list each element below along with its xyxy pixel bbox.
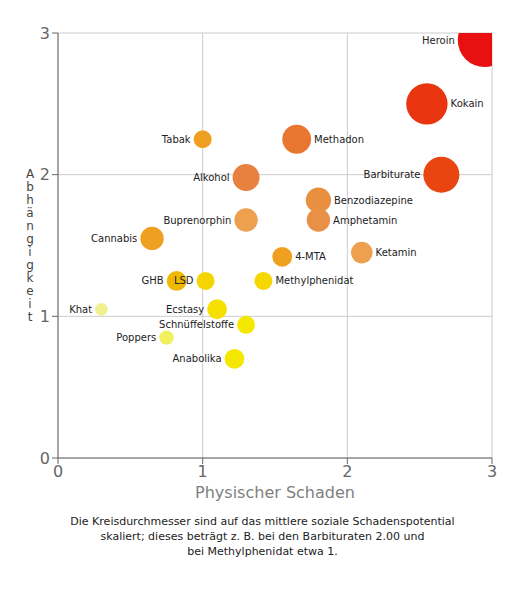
- svg-text:Methylphenidat: Methylphenidat: [275, 275, 353, 286]
- svg-text:4-MTA: 4-MTA: [295, 251, 326, 262]
- svg-text:Abhängigkeit: Abhängigkeit: [26, 167, 35, 324]
- svg-text:0: 0: [53, 462, 63, 481]
- svg-text:Buprenorphin: Buprenorphin: [163, 215, 231, 226]
- svg-text:2: 2: [40, 165, 50, 184]
- html-text:Die Kreisdurchmesser sind auf: Die Kreisdurchmesser sind auf das mittle…: [70, 515, 455, 558]
- svg-text:Kokain: Kokain: [451, 98, 484, 109]
- svg-text:2: 2: [342, 462, 352, 481]
- svg-text:Barbiturate: Barbiturate: [364, 169, 421, 180]
- svg-text:GHB: GHB: [142, 275, 164, 286]
- svg-text:Methadon: Methadon: [314, 134, 364, 145]
- svg-text:Poppers: Poppers: [116, 332, 156, 343]
- svg-text:Benzodiazepine: Benzodiazepine: [334, 195, 413, 206]
- svg-text:Amphetamin: Amphetamin: [333, 215, 397, 226]
- svg-text:Tabak: Tabak: [161, 134, 191, 145]
- svg-text:Ecstasy: Ecstasy: [166, 304, 204, 315]
- svg-text:Heroin: Heroin: [422, 35, 455, 46]
- svg-text:Physischer Schaden: Physischer Schaden: [195, 483, 355, 502]
- svg-text:Cannabis: Cannabis: [91, 233, 137, 244]
- svg-text:0: 0: [40, 449, 50, 468]
- svg-text:Schnüffelstoffe: Schnüffelstoffe: [159, 319, 234, 330]
- svg-text:Anabolika: Anabolika: [173, 353, 222, 364]
- svg-text:Khat: Khat: [69, 304, 92, 315]
- svg-text:3: 3: [40, 24, 50, 43]
- svg-text:3: 3: [487, 462, 497, 481]
- svg-text:1: 1: [40, 307, 50, 326]
- svg-text:Alkohol: Alkohol: [193, 172, 229, 183]
- svg-text:Ketamin: Ketamin: [376, 247, 417, 258]
- svg-text:1: 1: [198, 462, 208, 481]
- svg-text:LSD: LSD: [174, 275, 194, 286]
